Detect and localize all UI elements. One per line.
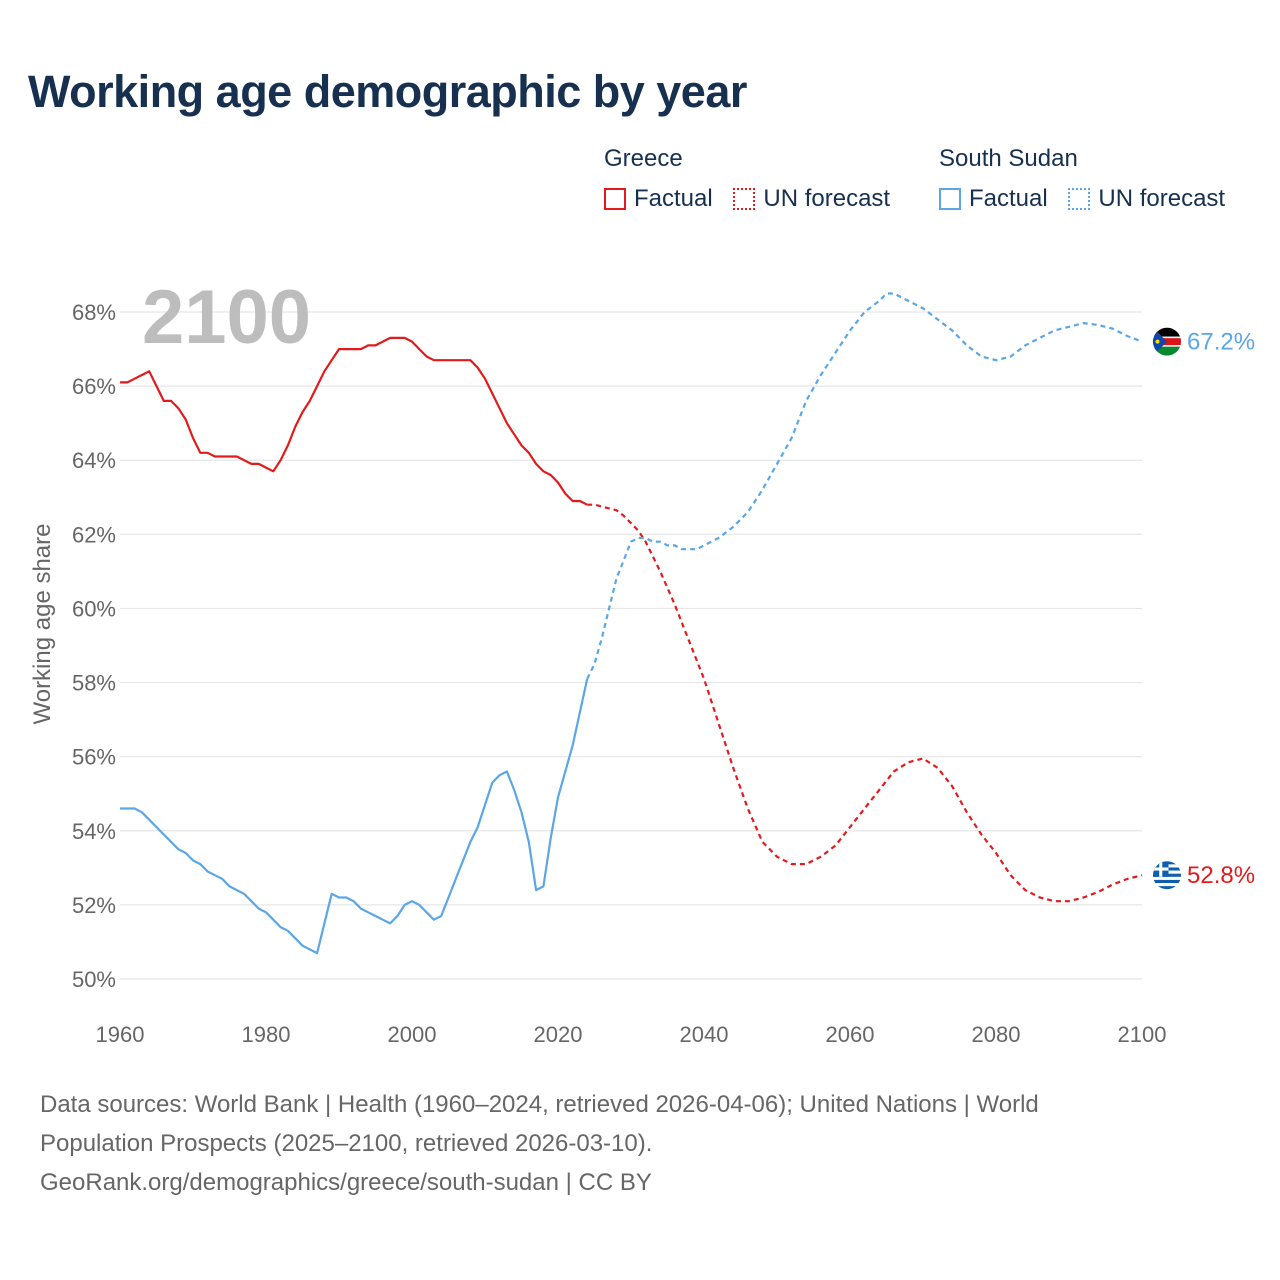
series-greece-end-label: 52.8% [1187,862,1255,889]
legend-label: UN forecast [763,185,891,212]
x-tick-label: 2060 [826,1022,875,1047]
legend-dotted-swatch-icon [1068,188,1091,210]
legend-solid-swatch-icon [604,188,626,210]
legend-south-sudan-factual[interactable]: Factual [939,185,1048,213]
x-tick-label: 2080 [972,1022,1021,1047]
flag-greece-icon [1153,861,1181,890]
legend-group-name: Greece [604,145,683,172]
x-tick-label: 2000 [388,1022,437,1047]
series-greece-forecast-line [587,503,1143,903]
legend-label: UN forecast [1098,185,1226,212]
gridlines [120,311,1142,980]
y-tick-label: 62% [72,522,116,547]
x-axis-ticks: 1960 1980 2000 2020 2040 2060 2080 2100 [96,1022,1167,1047]
legend-south-sudan-forecast[interactable]: UN forecast [1068,185,1225,213]
x-tick-label: 1980 [242,1022,291,1047]
y-tick-label: 66% [72,374,116,399]
year-watermark: 2100 [142,275,311,360]
y-tick-label: 60% [72,596,116,621]
y-axis-label: Working age share [29,524,56,725]
legend-greece-forecast[interactable]: UN forecast [733,185,890,213]
legend-dotted-swatch-icon [733,188,756,210]
y-tick-label: 54% [72,819,116,844]
legend-label: Factual [969,185,1048,212]
legend-solid-swatch-icon [939,188,961,210]
chart-title: Working age demographic by year [28,66,747,117]
series-south-sudan-factual-line [120,678,589,955]
flag-south-sudan-icon [1153,327,1181,356]
legend-greece-factual[interactable]: Factual [604,185,713,213]
series-south-sudan-forecast-line [586,292,1143,680]
y-tick-label: 52% [72,893,116,918]
y-axis-ticks: 50% 52% 54% 56% 58% 60% 62% 64% 66% 68% [72,300,116,992]
line-chart: 2100 Working age share 50% 52% 54% 56% 58% 60… [29,275,1255,1047]
footer-line: Data sources: World Bank | Health (1960–… [40,1091,1039,1118]
y-tick-label: 68% [72,300,116,325]
footer-line: Population Prospects (2025–2100, retriev… [40,1130,653,1157]
y-tick-label: 64% [72,448,116,473]
series-lines [120,292,1143,955]
footer-sources: Data sources: World Bank | Health (1960–… [40,1085,1240,1202]
series-south-sudan-end-label: 67.2% [1187,329,1255,356]
y-tick-label: 58% [72,671,116,696]
series-end-markers: 52.8% 67.2% [1153,327,1255,890]
x-tick-label: 1960 [96,1022,145,1047]
x-tick-label: 2040 [680,1022,729,1047]
footer-line[interactable]: GeoRank.org/demographics/greece/south-su… [40,1169,652,1196]
legend-group-south-sudan[interactable]: South Sudan Factual UN forecast [939,145,1239,217]
legend-group-greece[interactable]: Greece Factual UN forecast [604,145,904,217]
y-tick-label: 50% [72,967,116,992]
legend-group-name: South Sudan [939,145,1078,172]
series-greece-factual-line [120,336,588,506]
y-tick-label: 56% [72,745,116,770]
legend-label: Factual [634,185,713,212]
x-tick-label: 2100 [1118,1022,1167,1047]
x-tick-label: 2020 [534,1022,583,1047]
